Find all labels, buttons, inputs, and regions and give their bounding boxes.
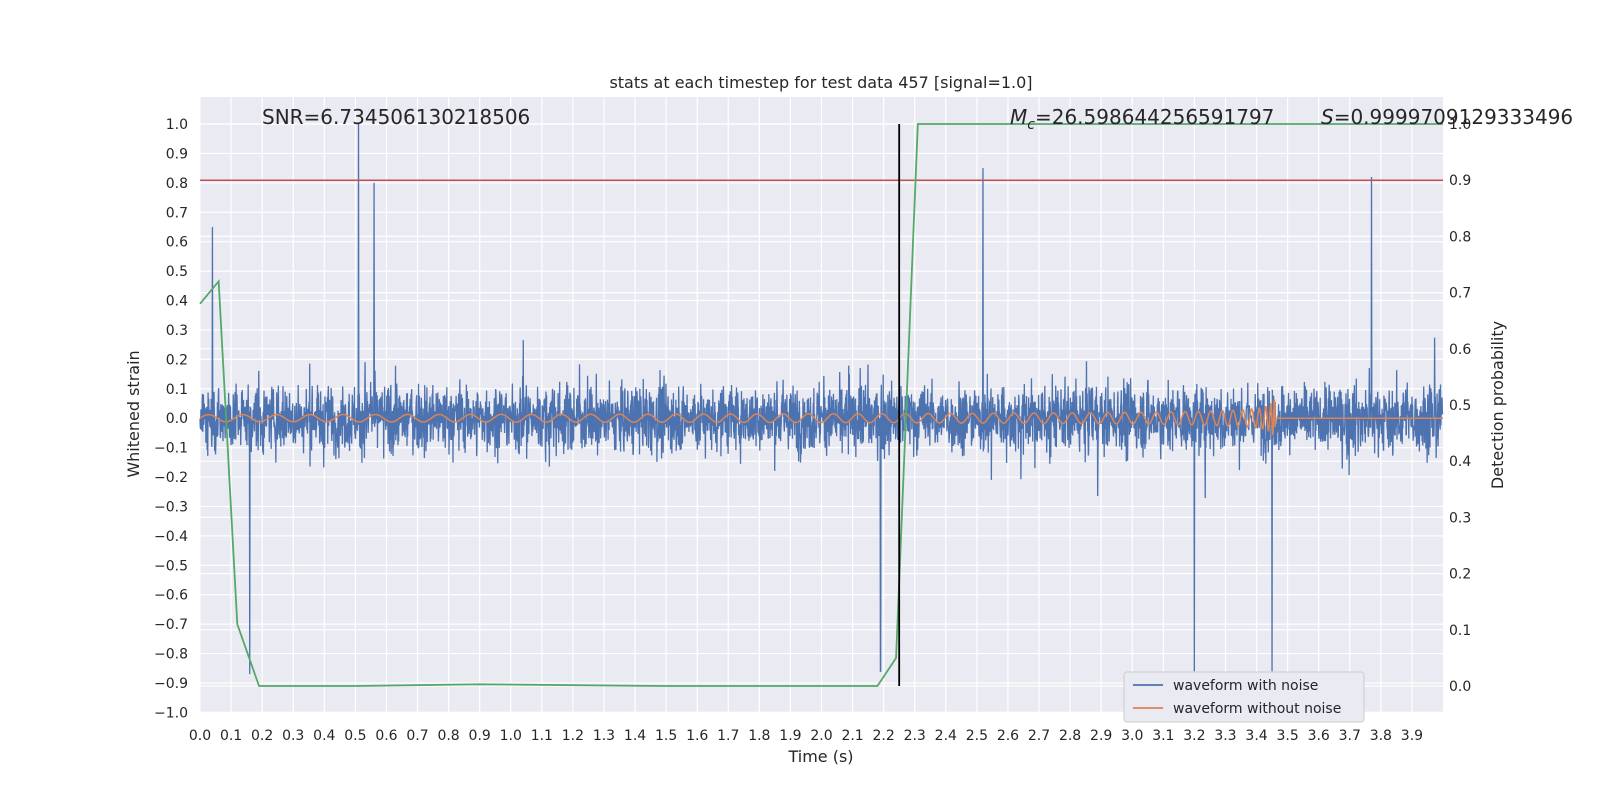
- chart-title: stats at each timestep for test data 457…: [609, 73, 1032, 92]
- x-tick-label: 2.1: [841, 728, 863, 744]
- x-tick-label: 1.8: [748, 728, 770, 744]
- y-tick-label: −0.9: [154, 676, 188, 692]
- legend: waveform with noise waveform without noi…: [1123, 671, 1365, 723]
- y-tick-label: −0.5: [154, 558, 188, 574]
- y2-tick-label: 0.2: [1449, 567, 1471, 583]
- x-tick-label: 3.5: [1276, 728, 1298, 744]
- y2-tick-label: 0.3: [1449, 510, 1471, 526]
- x-tick-label: 2.3: [904, 728, 926, 744]
- x-tick-label: 1.6: [686, 728, 708, 744]
- x-tick-label: 0.1: [220, 728, 242, 744]
- x-tick-label: 2.5: [966, 728, 988, 744]
- legend-label-clean: waveform without noise: [1173, 701, 1341, 717]
- x-tick-label: 2.0: [810, 728, 832, 744]
- legend-box: [1123, 671, 1365, 723]
- x-tick-label: 2.7: [1028, 728, 1050, 744]
- x-tick-label: 3.6: [1308, 728, 1330, 744]
- y2-tick-label: 0.0: [1449, 679, 1471, 695]
- score-annotation: S=0.9999709129333496: [1321, 105, 1573, 129]
- y-tick-label: −0.2: [154, 470, 188, 486]
- x-tick-label: 3.4: [1245, 728, 1267, 744]
- x-tick-label: 0.7: [406, 728, 428, 744]
- snr-annotation: SNR=6.734506130218506: [262, 105, 530, 129]
- x-tick-label: 0.2: [251, 728, 273, 744]
- x-tick-label: 0.6: [375, 728, 397, 744]
- x-tick-label: 1.7: [717, 728, 739, 744]
- y-tick-label: −1.0: [154, 705, 188, 721]
- y-tick-label: 0.8: [166, 176, 188, 192]
- legend-label-noise: waveform with noise: [1173, 678, 1318, 694]
- x-tick-label: 1.0: [500, 728, 522, 744]
- y-tick-label: −0.8: [154, 647, 188, 663]
- y-tick-label: −0.1: [154, 441, 188, 457]
- y-tick-label: 0.4: [166, 294, 188, 310]
- x-tick-label: 3.2: [1183, 728, 1205, 744]
- x-tick-label: 0.8: [437, 728, 459, 744]
- x-tick-label: 1.1: [531, 728, 553, 744]
- x-axis-label: Time (s): [787, 747, 853, 766]
- y2-tick-label: 0.4: [1449, 454, 1471, 470]
- chirp-mass-annotation: Mc=26.598644256591797: [1010, 105, 1274, 133]
- x-tick-label: 1.3: [593, 728, 615, 744]
- x-tick-label: 0.9: [469, 728, 491, 744]
- x-tick-label: 2.2: [873, 728, 895, 744]
- x-tick-label: 3.9: [1401, 728, 1423, 744]
- y-tick-labels: 1.0 0.9 0.8 0.7 0.6 0.5 0.4 0.3 0.2 0.1 0.0 −0.1 −0.…: [154, 117, 188, 721]
- y-gridlines: [200, 123, 1443, 714]
- x-tick-label: 2.8: [1059, 728, 1081, 744]
- y2-tick-label: 0.1: [1449, 623, 1471, 639]
- y-axis-label: Whitened strain: [124, 350, 143, 477]
- y-tick-label: −0.3: [154, 499, 188, 515]
- x-tick-label: 2.4: [935, 728, 957, 744]
- x-tick-label: 3.3: [1214, 728, 1236, 744]
- y2-tick-label: 0.5: [1449, 398, 1471, 414]
- y-tick-label: 0.3: [166, 323, 188, 339]
- x-tick-label: 0.4: [313, 728, 335, 744]
- plot-area: [199, 123, 1444, 687]
- x-tick-label: 2.6: [997, 728, 1019, 744]
- y-tick-label: 1.0: [166, 117, 188, 133]
- y2-tick-labels: 1.0 0.9 0.8 0.7 0.6 0.5 0.4 0.3 0.2 0.1 0.0: [1449, 117, 1471, 695]
- x-tick-label: 2.9: [1090, 728, 1112, 744]
- x-tick-label: 3.0: [1121, 728, 1143, 744]
- y-tick-label: 0.5: [166, 264, 188, 280]
- x-tick-label: 3.8: [1370, 728, 1392, 744]
- y-tick-label: −0.7: [154, 617, 188, 633]
- y-tick-label: 0.0: [166, 411, 188, 427]
- y-tick-label: 0.9: [166, 146, 188, 162]
- x-tick-label: 0.3: [282, 728, 304, 744]
- x-tick-label: 1.5: [655, 728, 677, 744]
- clean-waveform-line: [199, 399, 1443, 437]
- x-tick-label: 1.9: [779, 728, 801, 744]
- y-tick-label: −0.6: [154, 588, 188, 604]
- y-tick-label: 0.2: [166, 352, 188, 368]
- y2-tick-label: 0.9: [1449, 173, 1471, 189]
- x-tick-label: 1.2: [562, 728, 584, 744]
- x-tick-labels: 0.0 0.1 0.2 0.3 0.4 0.5 0.6 0.7 0.8 0.9 1.0 1.1 1.2 1…: [189, 728, 1423, 744]
- y-tick-label: 0.7: [166, 205, 188, 221]
- x-tick-label: 3.1: [1152, 728, 1174, 744]
- x-tick-label: 3.7: [1339, 728, 1361, 744]
- y2-tick-label: 0.8: [1449, 229, 1471, 245]
- y2-tick-label: 1.0: [1449, 117, 1471, 133]
- y2-tick-label: 0.7: [1449, 286, 1471, 302]
- y2-axis-label: Detection probability: [1488, 321, 1507, 489]
- y-tick-label: 0.6: [166, 235, 188, 251]
- y-tick-label: −0.4: [154, 529, 188, 545]
- y-tick-label: 0.1: [166, 382, 188, 398]
- x-tick-label: 1.4: [624, 728, 646, 744]
- x-tick-label: 0.0: [189, 728, 211, 744]
- y2-tick-label: 0.6: [1449, 342, 1471, 358]
- x-tick-label: 0.5: [344, 728, 366, 744]
